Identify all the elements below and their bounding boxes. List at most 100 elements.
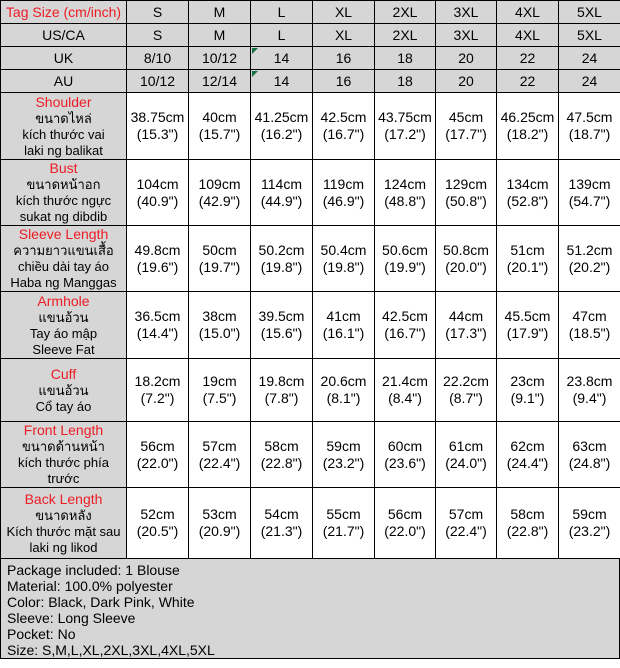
measurement-cell: 43.75cm (17.2") <box>374 92 436 160</box>
size-cell: 22 <box>496 69 559 93</box>
measurement-cell: 19cm (7.5") <box>188 358 251 422</box>
measurement-cell: 129cm (50.8") <box>435 159 497 226</box>
size-cell: 3XL <box>435 0 497 24</box>
size-cell: 20 <box>435 46 497 70</box>
measurement-translations: ขนาดไหล่ kích thước vai laki ng balikat <box>22 110 105 158</box>
row-label-au: AU <box>0 69 127 93</box>
header-row-tag-size: Tag Size (cm/inch) S M L XL 2XL 3XL 4XL … <box>0 0 620 24</box>
measurement-translations: ขนาดหลัง Kích thước mặt sau laki ng liko… <box>6 507 121 555</box>
size-cell: 10/12 <box>188 46 251 70</box>
measurement-cell: 60cm (23.6") <box>374 421 436 488</box>
measurement-cell: 51cm (20.1") <box>496 225 559 292</box>
measurement-name: Bust <box>49 160 78 177</box>
measurement-cell: 53cm (20.9") <box>188 487 251 559</box>
measurement-cell: 21.4cm (8.4") <box>374 358 436 422</box>
measurement-name: Cuff <box>50 365 77 382</box>
detail-line-pocket: Pocket: No <box>7 626 76 642</box>
measurement-translations: ความยาวแขนเสื้อ chiều dài tay áo Haba ng… <box>10 243 117 290</box>
measurement-cell: 55cm (21.7") <box>312 487 375 559</box>
measurement-cell: 57cm (22.4") <box>188 421 251 488</box>
measurement-cell: 59cm (23.2") <box>312 421 375 488</box>
detail-line-sleeve: Sleeve: Long Sleeve <box>7 610 136 626</box>
measurement-translations: ขนาดหน้าอก kích thước ngực sukat ng dibd… <box>15 177 112 224</box>
size-cell-text: 14 <box>273 49 290 66</box>
size-cell: S <box>126 0 189 24</box>
size-cell: 5XL <box>558 0 620 24</box>
measurement-cell: 38.75cm (15.3") <box>126 92 189 160</box>
measurement-cell: 47cm (18.5") <box>558 291 620 359</box>
measurement-cell: 139cm (54.7") <box>558 159 620 226</box>
measurement-cell: 52cm (20.5") <box>126 487 189 559</box>
size-chart-table: Tag Size (cm/inch) S M L XL 2XL 3XL 4XL … <box>0 0 620 559</box>
size-cell: 4XL <box>496 0 559 24</box>
measurement-row-back-length: Back Length ขนาดหลัง Kích thước mặt sau … <box>0 487 620 559</box>
size-cell: 18 <box>374 46 436 70</box>
measurement-cell: 45.5cm (17.9") <box>496 291 559 359</box>
measurement-cell: 23cm (9.1") <box>496 358 559 422</box>
measurement-cell: 134cm (52.8") <box>496 159 559 226</box>
measurement-cell: 22.2cm (8.7") <box>435 358 497 422</box>
row-label-front-length: Front Length ขนาดด้านหน้า kích thước phí… <box>0 421 127 488</box>
detail-line-color: Color: Black, Dark Pink, White <box>7 594 195 610</box>
measurement-cell: 57cm (22.4") <box>435 487 497 559</box>
measurement-cell: 54cm (21.3") <box>250 487 313 559</box>
comment-marker-icon <box>252 71 258 77</box>
measurement-cell: 47.5cm (18.7") <box>558 92 620 160</box>
row-label-back-length: Back Length ขนาดหลัง Kích thước mặt sau … <box>0 487 127 559</box>
size-cell: L <box>250 0 313 24</box>
measurement-row-armhole: Armhole แขนอ้วน Tay áo mập Sleeve Fat 36… <box>0 291 620 359</box>
size-cell: 18 <box>374 69 436 93</box>
measurement-cell: 42.5cm (16.7") <box>374 291 436 359</box>
size-cell: XL <box>312 0 375 24</box>
size-cell: 4XL <box>496 23 559 47</box>
measurement-cell: 41cm (16.1") <box>312 291 375 359</box>
comment-marker-icon <box>252 48 258 54</box>
size-cell: M <box>188 23 251 47</box>
size-cell: XL <box>312 23 375 47</box>
measurement-cell: 58cm (22.8") <box>496 487 559 559</box>
measurement-cell: 104cm (40.9") <box>126 159 189 226</box>
detail-line-package: Package included: 1 Blouse <box>7 562 180 578</box>
header-row-uk: UK 8/10 10/12 14 16 18 20 22 24 <box>0 46 620 70</box>
measurement-name: Shoulder <box>35 93 92 110</box>
measurement-cell: 61cm (24.0") <box>435 421 497 488</box>
measurement-translations: ขนาดด้านหน้า kích thước phía trước <box>18 439 109 486</box>
measurement-row-front-length: Front Length ขนาดด้านหน้า kích thước phí… <box>0 421 620 488</box>
size-cell: 22 <box>496 46 559 70</box>
row-label-uk: UK <box>0 46 127 70</box>
measurement-cell: 51.2cm (20.2") <box>558 225 620 292</box>
measurement-cell: 124cm (48.8") <box>374 159 436 226</box>
measurement-cell: 40cm (15.7") <box>188 92 251 160</box>
size-cell: 12/14 <box>188 69 251 93</box>
measurement-cell: 20.6cm (8.1") <box>312 358 375 422</box>
size-cell: 14 <box>250 69 313 93</box>
measurement-cell: 50.4cm (19.8") <box>312 225 375 292</box>
measurement-cell: 59cm (23.2") <box>558 487 620 559</box>
measurement-row-sleeve-length: Sleeve Length ความยาวแขนเสื้อ chiều dài … <box>0 225 620 292</box>
size-cell: 2XL <box>374 0 436 24</box>
row-label-cuff: Cuff แขนอ้วน Cổ tay áo <box>0 358 127 422</box>
header-row-usca: US/CA S M L XL 2XL 3XL 4XL 5XL <box>0 23 620 47</box>
size-cell: 5XL <box>558 23 620 47</box>
measurement-row-bust: Bust ขนาดหน้าอก kích thước ngực sukat ng… <box>0 159 620 226</box>
size-cell: S <box>126 23 189 47</box>
measurement-cell: 49.8cm (19.6") <box>126 225 189 292</box>
measurement-cell: 56cm (22.0") <box>374 487 436 559</box>
measurement-cell: 23.8cm (9.4") <box>558 358 620 422</box>
size-cell: 16 <box>312 69 375 93</box>
measurement-cell: 41.25cm (16.2") <box>250 92 313 160</box>
size-cell-text: 14 <box>273 72 290 89</box>
measurement-name: Front Length <box>23 422 104 439</box>
measurement-row-cuff: Cuff แขนอ้วน Cổ tay áo 18.2cm (7.2") 19c… <box>0 358 620 422</box>
measurement-cell: 50.2cm (19.8") <box>250 225 313 292</box>
row-label-tag-size: Tag Size (cm/inch) <box>0 0 127 24</box>
row-label-usca: US/CA <box>0 23 127 47</box>
measurement-cell: 44cm (17.3") <box>435 291 497 359</box>
measurement-name: Armhole <box>37 292 90 309</box>
measurement-cell: 39.5cm (15.6") <box>250 291 313 359</box>
row-label-bust: Bust ขนาดหน้าอก kích thước ngực sukat ng… <box>0 159 127 226</box>
size-cell: 10/12 <box>126 69 189 93</box>
size-cell: L <box>250 23 313 47</box>
size-cell: 8/10 <box>126 46 189 70</box>
size-cell: 14 <box>250 46 313 70</box>
